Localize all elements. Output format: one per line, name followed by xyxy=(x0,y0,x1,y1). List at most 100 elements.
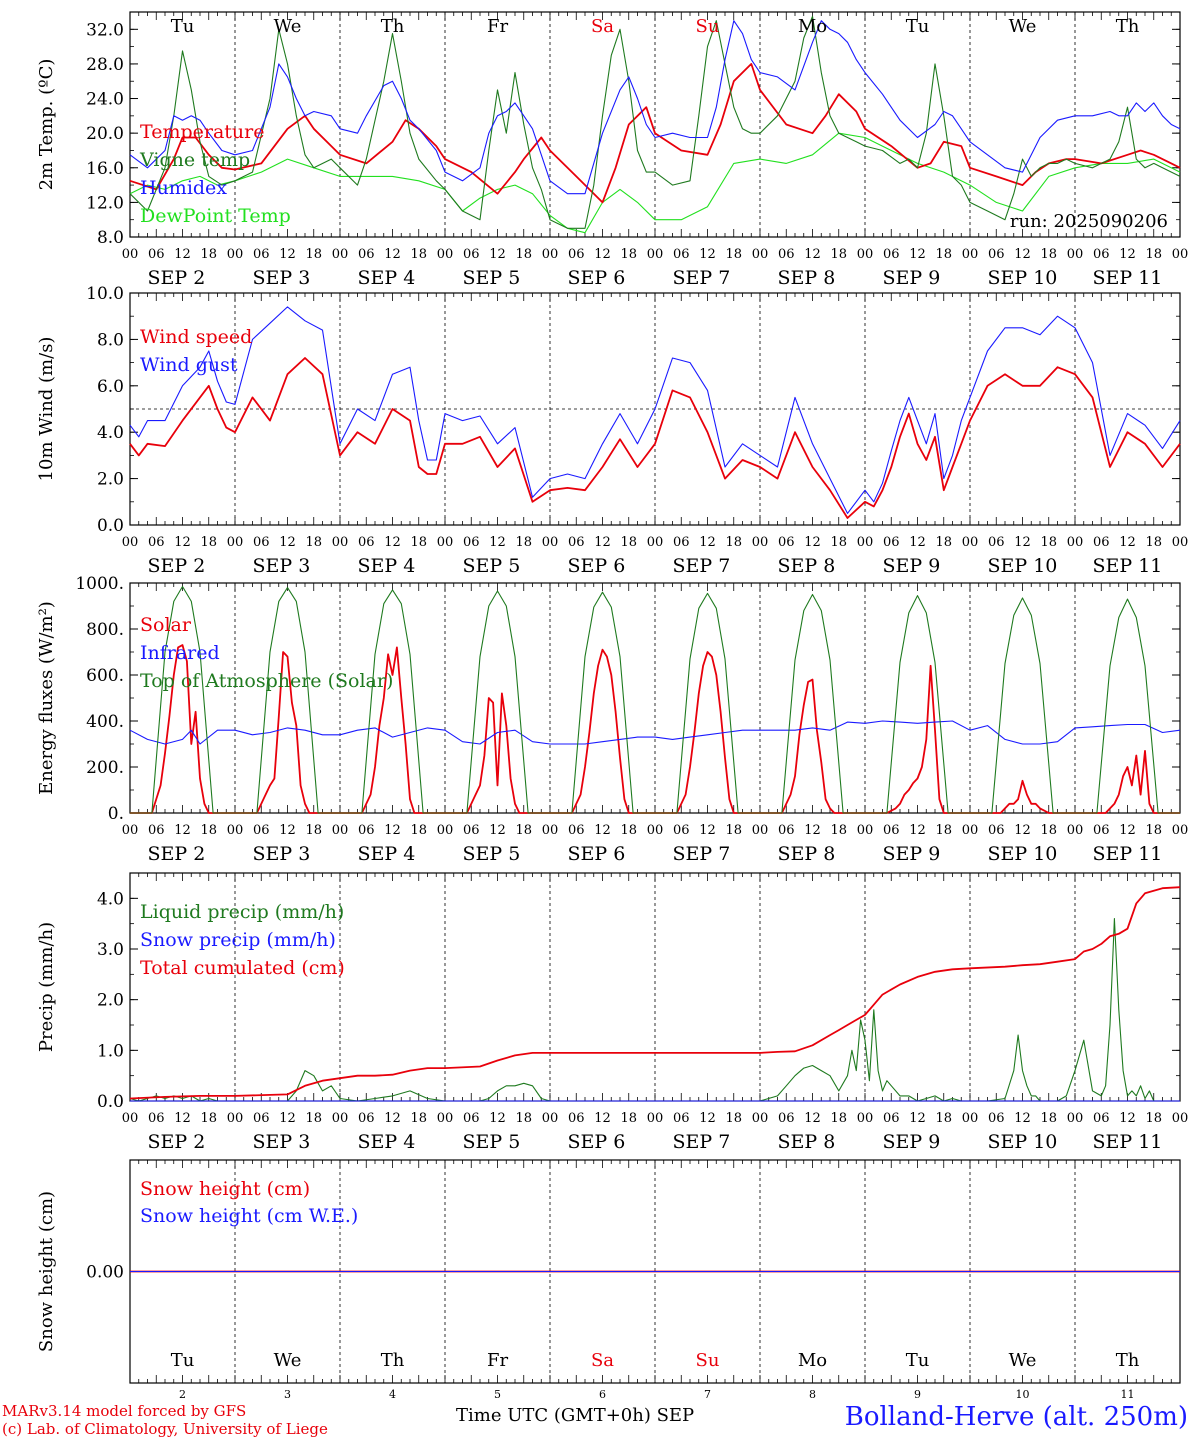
hour-tick-label: 18 xyxy=(1145,1111,1162,1126)
date-label: SEP 8 xyxy=(778,267,836,289)
date-label: SEP 6 xyxy=(568,1131,626,1153)
legend-entry: Wind speed xyxy=(140,326,252,348)
day-label: Mo xyxy=(798,16,827,37)
hour-tick-label: 06 xyxy=(568,1111,585,1126)
hour-tick-label: 00 xyxy=(542,247,559,262)
date-label: SEP 8 xyxy=(778,843,836,865)
hour-tick-label: 00 xyxy=(647,247,664,262)
hour-tick-label: 00 xyxy=(122,823,139,838)
date-label: SEP 11 xyxy=(1093,267,1163,289)
y-tick-label: 600. xyxy=(86,666,124,686)
y-tick-label: 20.0 xyxy=(86,124,124,144)
day-label: We xyxy=(274,1350,302,1371)
date-label: SEP 5 xyxy=(463,555,521,577)
hour-tick-label: 06 xyxy=(1093,1111,1110,1126)
date-label: SEP 3 xyxy=(253,267,311,289)
date-label: SEP 3 xyxy=(253,843,311,865)
hour-tick-label: 12 xyxy=(1014,535,1031,550)
date-label: SEP 4 xyxy=(358,1131,416,1153)
hour-tick-label: 18 xyxy=(200,535,217,550)
date-label: SEP 10 xyxy=(988,1131,1058,1153)
plot-frame xyxy=(129,11,1181,238)
hour-tick-label: 06 xyxy=(883,1111,900,1126)
hour-tick-label: 18 xyxy=(1145,823,1162,838)
hour-tick-label: 00 xyxy=(1172,1111,1189,1126)
date-label: SEP 2 xyxy=(148,267,206,289)
hour-tick-label: 06 xyxy=(568,535,585,550)
hour-tick-label: 00 xyxy=(122,535,139,550)
hour-tick-label: 00 xyxy=(647,535,664,550)
day-number-label: 2 xyxy=(179,1388,186,1401)
date-label: SEP 8 xyxy=(778,1131,836,1153)
y-tick-label: 0.0 xyxy=(97,516,124,536)
day-number-label: 11 xyxy=(1121,1388,1135,1401)
hour-tick-label: 00 xyxy=(857,247,874,262)
date-label: SEP 2 xyxy=(148,843,206,865)
y-tick-label: 200. xyxy=(86,758,124,778)
y-tick-label: 1000. xyxy=(75,574,124,594)
y-tick-label: 12.0 xyxy=(86,193,124,213)
legend-entry: Vigne temp xyxy=(139,149,250,171)
day-label: Fr xyxy=(487,16,508,37)
date-label: SEP 8 xyxy=(778,555,836,577)
hour-tick-label: 12 xyxy=(174,535,191,550)
hour-tick-label: 12 xyxy=(489,535,506,550)
date-label: SEP 5 xyxy=(463,843,521,865)
hour-tick-label: 00 xyxy=(437,823,454,838)
day-number-label: 4 xyxy=(389,1388,396,1401)
hour-tick-label: 00 xyxy=(227,1111,244,1126)
hour-tick-label: 12 xyxy=(909,247,926,262)
day-number-label: 5 xyxy=(494,1388,501,1401)
series-infrared xyxy=(129,720,1181,745)
hour-tick-label: 06 xyxy=(988,823,1005,838)
hour-tick-label: 06 xyxy=(568,247,585,262)
hour-tick-label: 00 xyxy=(1067,823,1084,838)
hour-tick-label: 00 xyxy=(437,1111,454,1126)
hour-tick-label: 18 xyxy=(830,1111,847,1126)
hour-tick-label: 18 xyxy=(305,535,322,550)
hour-tick-label: 06 xyxy=(778,823,795,838)
hour-tick-label: 18 xyxy=(1040,1111,1057,1126)
hour-tick-label: 18 xyxy=(515,1111,532,1126)
y-tick-label: 8.0 xyxy=(97,228,124,248)
hour-tick-label: 06 xyxy=(883,535,900,550)
hour-tick-label: 06 xyxy=(463,247,480,262)
hour-tick-label: 12 xyxy=(279,823,296,838)
series-wind-gust xyxy=(129,306,1181,514)
hour-tick-label: 12 xyxy=(489,1111,506,1126)
date-label: SEP 11 xyxy=(1093,843,1163,865)
date-label: SEP 9 xyxy=(883,267,941,289)
hour-tick-label: 06 xyxy=(673,247,690,262)
day-number-label: 8 xyxy=(809,1388,816,1401)
hour-tick-label: 00 xyxy=(752,1111,769,1126)
date-label: SEP 9 xyxy=(883,1131,941,1153)
day-label: Th xyxy=(381,1350,405,1371)
y-tick-label: 8.0 xyxy=(97,330,124,350)
day-label: Tu xyxy=(906,1350,930,1371)
hour-tick-label: 00 xyxy=(227,535,244,550)
hour-tick-label: 00 xyxy=(332,823,349,838)
legend-entry: Liquid precip (mm/h) xyxy=(140,901,344,923)
day-label: Th xyxy=(1116,16,1140,37)
legend-entry: Top of Atmosphere (Solar) xyxy=(140,670,393,692)
hour-tick-label: 12 xyxy=(1014,247,1031,262)
series-wind-speed xyxy=(129,357,1181,519)
y-tick-label: 28.0 xyxy=(86,55,124,75)
hour-tick-label: 12 xyxy=(699,535,716,550)
date-label: SEP 6 xyxy=(568,843,626,865)
y-tick-label: 0.0 xyxy=(97,1092,124,1112)
legend-entry: Humidex xyxy=(140,177,227,199)
hour-tick-label: 00 xyxy=(857,1111,874,1126)
hour-tick-label: 12 xyxy=(909,535,926,550)
hour-tick-label: 18 xyxy=(935,823,952,838)
hour-tick-label: 00 xyxy=(752,535,769,550)
date-label: SEP 2 xyxy=(148,1131,206,1153)
hour-tick-label: 18 xyxy=(305,823,322,838)
series-temperature xyxy=(129,63,1181,204)
hour-tick-label: 18 xyxy=(410,1111,427,1126)
hour-tick-label: 12 xyxy=(909,1111,926,1126)
day-label: Tu xyxy=(171,1350,195,1371)
hour-tick-label: 12 xyxy=(804,823,821,838)
hour-tick-label: 00 xyxy=(332,535,349,550)
